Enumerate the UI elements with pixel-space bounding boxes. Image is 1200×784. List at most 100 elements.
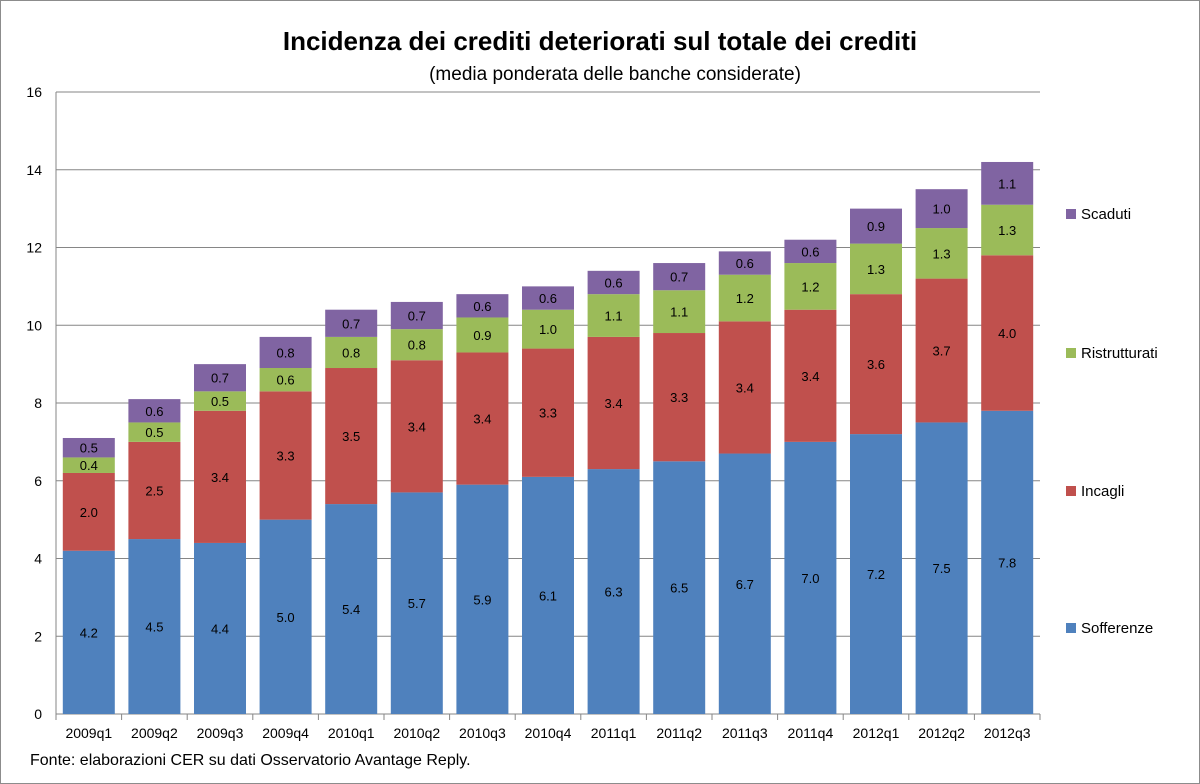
- data-label-incagli: 4.0: [998, 326, 1016, 341]
- data-label-ristrutturati: 0.5: [211, 394, 229, 409]
- bar-scaduti: [325, 309, 378, 337]
- bar-sofferenze: [653, 461, 706, 714]
- bar-ristrutturati: [587, 294, 640, 337]
- data-label-scaduti: 0.7: [408, 309, 426, 324]
- y-tick-label: 6: [34, 473, 42, 489]
- bar-sofferenze: [587, 469, 640, 714]
- data-label-sofferenze: 7.8: [998, 555, 1016, 570]
- bar-ristrutturati: [850, 243, 902, 295]
- data-label-sofferenze: 7.0: [801, 571, 819, 586]
- y-tick-label: 8: [34, 395, 42, 411]
- data-label-ristrutturati: 0.4: [80, 458, 98, 473]
- data-label-sofferenze: 6.1: [539, 588, 557, 603]
- data-label-ristrutturati: 0.8: [408, 338, 426, 353]
- y-tick-label: 12: [26, 240, 42, 256]
- x-tick-label: 2012q1: [853, 725, 900, 741]
- x-tick-label: 2010q2: [393, 725, 440, 741]
- bar-sofferenze: [259, 519, 312, 714]
- data-label-sofferenze: 5.4: [342, 602, 360, 617]
- data-label-sofferenze: 5.0: [277, 610, 295, 625]
- bar-scaduti: [784, 239, 837, 264]
- x-tick-label: 2010q4: [525, 725, 572, 741]
- bar-ristrutturati: [128, 422, 181, 442]
- bar-scaduti: [522, 286, 574, 310]
- bar-scaduti: [259, 336, 312, 369]
- data-label-ristrutturati: 1.3: [998, 223, 1016, 238]
- bar-scaduti: [194, 364, 246, 392]
- data-label-scaduti: 0.6: [473, 299, 491, 314]
- data-label-incagli: 3.3: [277, 448, 295, 463]
- x-tick-label: 2009q1: [65, 725, 112, 741]
- bar-sofferenze: [390, 492, 443, 714]
- bar-ristrutturati: [325, 336, 378, 369]
- data-label-scaduti: 0.7: [342, 316, 360, 331]
- x-tick-label: 2011q4: [788, 725, 834, 741]
- bar-sofferenze: [62, 550, 115, 714]
- bar-incagli: [784, 309, 837, 442]
- y-tick-label: 14: [26, 162, 42, 178]
- data-label-incagli: 2.5: [145, 483, 163, 498]
- bar-scaduti: [653, 263, 706, 291]
- data-label-sofferenze: 5.9: [473, 592, 491, 607]
- data-label-sofferenze: 6.5: [670, 581, 688, 596]
- data-label-ristrutturati: 1.3: [933, 246, 951, 261]
- bar-ristrutturati: [390, 329, 443, 361]
- bar-incagli: [128, 441, 181, 540]
- bar-scaduti: [128, 399, 181, 423]
- data-label-ristrutturati: 1.1: [670, 305, 688, 320]
- data-label-scaduti: 0.6: [605, 275, 623, 290]
- y-tick-label: 4: [34, 551, 42, 567]
- bar-incagli: [522, 348, 574, 477]
- bar-sofferenze: [718, 453, 771, 714]
- y-tick-label: 2: [34, 628, 42, 644]
- legend-label-scaduti: Scaduti: [1081, 206, 1131, 223]
- data-label-scaduti: 0.7: [670, 270, 688, 285]
- data-label-incagli: 3.4: [211, 470, 229, 485]
- bar-sofferenze: [850, 434, 902, 714]
- data-label-sofferenze: 7.5: [933, 561, 951, 576]
- x-tick-label: 2012q2: [918, 725, 965, 741]
- x-tick-label: 2010q3: [459, 725, 506, 741]
- bar-sofferenze: [128, 539, 181, 714]
- y-tick-label: 16: [26, 84, 42, 100]
- bar-incagli: [718, 321, 771, 454]
- data-label-sofferenze: 6.7: [736, 577, 754, 592]
- bar-ristrutturati: [653, 290, 706, 334]
- data-label-ristrutturati: 1.3: [867, 262, 885, 277]
- bar-incagli: [587, 336, 640, 470]
- x-tick-label: 2012q3: [984, 725, 1031, 741]
- data-label-scaduti: 0.6: [145, 404, 163, 419]
- data-label-incagli: 3.4: [736, 380, 754, 395]
- legend-swatch-incagli: [1066, 486, 1076, 496]
- data-label-scaduti: 0.6: [801, 244, 819, 259]
- bar-ristrutturati: [784, 263, 837, 310]
- data-label-ristrutturati: 0.8: [342, 345, 360, 360]
- data-label-ristrutturati: 0.5: [145, 425, 163, 440]
- bar-incagli: [390, 360, 443, 493]
- bar-ristrutturati: [718, 274, 771, 322]
- data-label-incagli: 3.3: [670, 390, 688, 405]
- data-label-ristrutturati: 1.2: [801, 279, 819, 294]
- x-tick-label: 2011q2: [656, 725, 702, 741]
- data-label-ristrutturati: 1.0: [539, 322, 557, 337]
- x-tick-label: 2011q3: [722, 725, 768, 741]
- data-label-sofferenze: 5.7: [408, 596, 426, 611]
- bar-scaduti: [915, 189, 968, 229]
- bar-ristrutturati: [194, 391, 246, 411]
- bar-ristrutturati: [62, 457, 115, 473]
- bar-ristrutturati: [522, 309, 574, 349]
- x-tick-label: 2009q3: [197, 725, 244, 741]
- bar-sofferenze: [194, 542, 246, 714]
- data-label-scaduti: 0.6: [539, 291, 557, 306]
- bar-scaduti: [718, 251, 771, 275]
- bar-incagli: [259, 391, 312, 520]
- bar-sofferenze: [522, 476, 574, 714]
- bar-scaduti: [850, 208, 902, 244]
- data-label-sofferenze: 4.5: [145, 620, 163, 635]
- data-label-scaduti: 0.6: [736, 256, 754, 271]
- data-label-ristrutturati: 1.2: [736, 291, 754, 306]
- legend-label-sofferenze: Sofferenze: [1081, 620, 1153, 637]
- x-tick-label: 2009q2: [131, 725, 178, 741]
- data-label-sofferenze: 7.2: [867, 567, 885, 582]
